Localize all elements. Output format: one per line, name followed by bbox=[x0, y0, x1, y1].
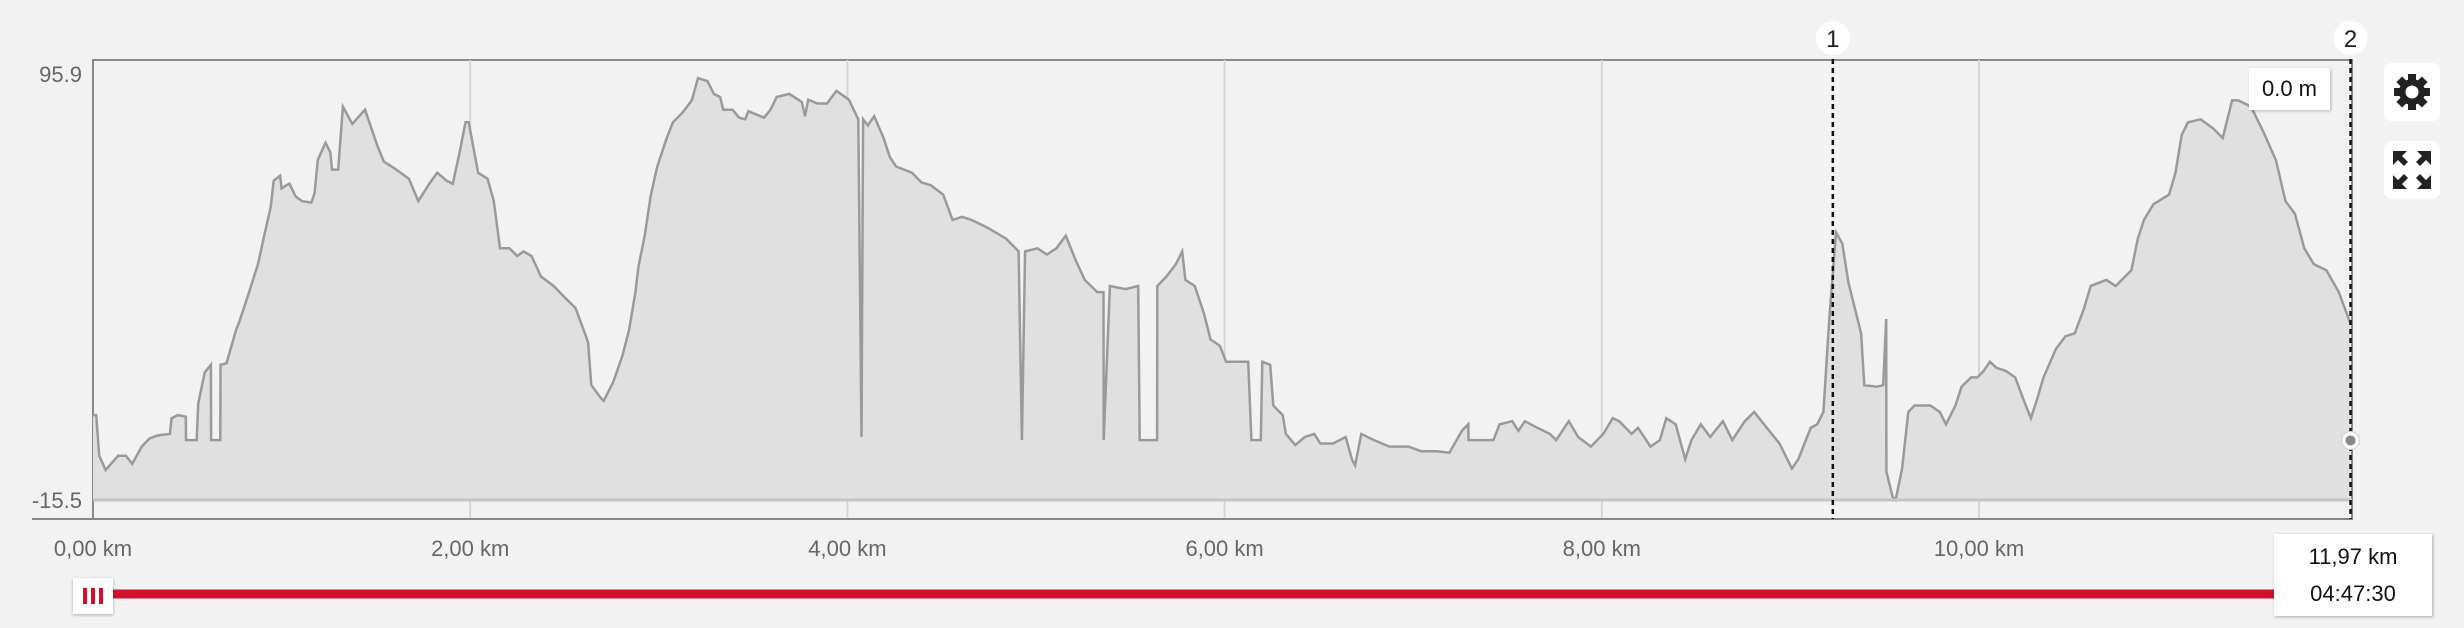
y-tick-min: -15.5 bbox=[32, 488, 82, 513]
marker-label: 1 bbox=[1826, 26, 1839, 53]
x-tick-label: 6,00 km bbox=[1185, 536, 1263, 561]
expand-icon bbox=[2393, 151, 2431, 189]
gear-icon bbox=[2394, 74, 2430, 110]
tooltip-time: 04:47:30 bbox=[2310, 580, 2396, 606]
elevation-area bbox=[93, 78, 2351, 500]
marker-label: 2 bbox=[2344, 26, 2357, 53]
tooltip-distance: 11,97 km bbox=[2308, 543, 2398, 569]
fullscreen-button[interactable] bbox=[2384, 141, 2440, 199]
x-tick-label: 8,00 km bbox=[1563, 536, 1641, 561]
x-tick-label: 2,00 km bbox=[431, 536, 509, 561]
settings-button[interactable] bbox=[2384, 63, 2440, 121]
x-tick-label: 10,00 km bbox=[1934, 536, 2025, 561]
range-slider-start-handle[interactable] bbox=[73, 578, 113, 614]
y-tick-max: 95.9 bbox=[39, 62, 82, 87]
cursor-tooltip: 11,97 km 04:47:30 bbox=[2274, 534, 2432, 616]
x-tick-label: 4,00 km bbox=[808, 536, 886, 561]
elevation-readout: 0.0 m bbox=[2249, 68, 2330, 110]
cursor-point-dot bbox=[2345, 435, 2356, 446]
marker-badge[interactable] bbox=[2333, 21, 2368, 55]
elevation-line bbox=[93, 76, 2352, 503]
marker-badge[interactable] bbox=[1815, 21, 1850, 55]
x-tick-label: 0,00 km bbox=[54, 536, 132, 561]
elevation-value: 0.0 m bbox=[2261, 76, 2318, 101]
